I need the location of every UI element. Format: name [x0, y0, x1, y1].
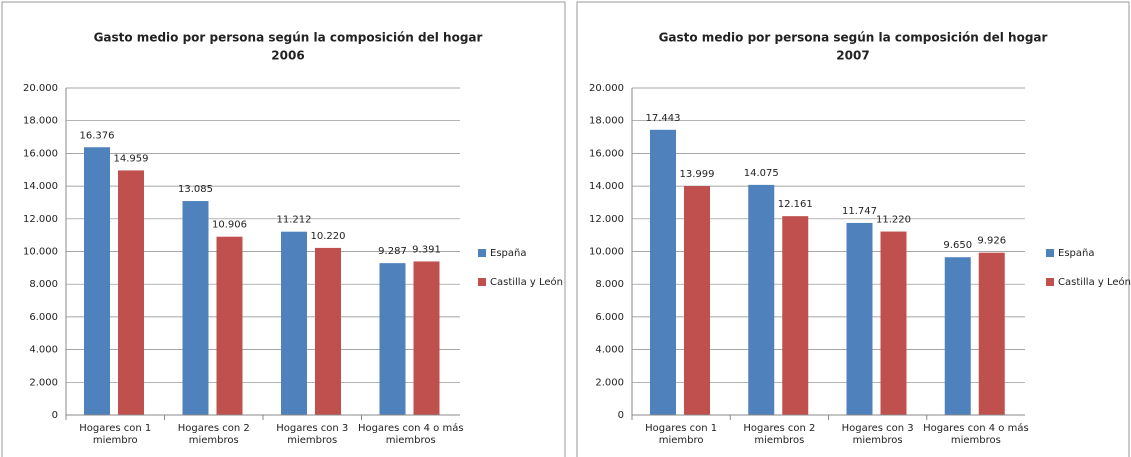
x-tick-label-box: Hogares con 4 o más miembros [923, 423, 1029, 446]
legend-label: España [490, 248, 526, 259]
data-label: 13.999 [680, 169, 715, 180]
x-tick-label: Hogares con 3 miembros [841, 423, 914, 446]
bar [118, 170, 144, 415]
data-label: 9.391 [412, 244, 441, 255]
x-tick-label-box: Hogares con 2 miembros [177, 423, 250, 446]
panel-border [1, 1, 566, 457]
x-tick-label-box: Hogares con 4 o más miembros [357, 423, 464, 446]
bar [684, 186, 710, 415]
x-tick-label-box: Hogares con 1 miembro [79, 423, 152, 446]
data-label: 13.085 [178, 184, 213, 195]
data-label: 11.212 [277, 215, 312, 226]
bar [281, 231, 307, 415]
data-label: 10.220 [311, 231, 346, 242]
legend-swatch [478, 278, 486, 286]
panel-border [576, 1, 1130, 457]
data-label: 10.906 [212, 220, 247, 231]
data-label: 12.161 [778, 199, 813, 210]
bar [944, 257, 971, 415]
data-label: 11.747 [842, 206, 877, 217]
x-tick-label: Hogares con 1 miembro [79, 423, 152, 446]
y-tick-label: 0 [618, 410, 624, 421]
y-tick-label: 12.000 [23, 214, 58, 225]
chart-title: Gasto medio por persona según la composi… [94, 31, 483, 45]
y-tick-label: 16.000 [23, 148, 58, 159]
x-tick-label: Hogares con 1 miembro [645, 423, 718, 446]
y-tick-label: 2.000 [29, 377, 58, 388]
y-tick-label: 14.000 [23, 181, 58, 192]
bar [379, 263, 406, 415]
data-label: 9.926 [977, 236, 1006, 247]
bar [748, 184, 775, 415]
x-tick-label-box: Hogares con 3 miembros [276, 423, 349, 446]
y-tick-label: 4.000 [595, 345, 624, 356]
y-tick-label: 4.000 [29, 345, 58, 356]
chart-subtitle: 2006 [271, 49, 304, 63]
chart-title: Gasto medio por persona según la composi… [659, 31, 1048, 45]
legend-label: Castilla y León [1058, 276, 1131, 288]
data-label: 17.443 [646, 113, 681, 124]
data-label: 16.376 [80, 130, 115, 141]
y-tick-label: 2.000 [595, 377, 624, 388]
x-tick-label-box: Hogares con 3 miembros [841, 423, 914, 446]
y-tick-label: 8.000 [29, 279, 58, 290]
bar [978, 252, 1005, 415]
x-tick-label: Hogares con 2 miembros [177, 423, 250, 446]
bar [216, 236, 243, 415]
y-tick-label: 10.000 [589, 247, 624, 258]
data-label: 14.959 [114, 153, 149, 164]
x-tick-label: Hogares con 2 miembros [743, 423, 816, 446]
y-tick-label: 8.000 [595, 279, 624, 290]
y-tick-label: 6.000 [595, 312, 624, 323]
y-tick-label: 20.000 [23, 83, 58, 94]
x-tick-label: Hogares con 3 miembros [276, 423, 349, 446]
chart-subtitle: 2007 [836, 49, 869, 63]
bar [84, 147, 110, 416]
legend-swatch [478, 249, 486, 257]
y-tick-label: 20.000 [589, 83, 624, 94]
x-tick-label: Hogares con 4 o más miembros [923, 423, 1029, 446]
y-tick-label: 16.000 [589, 148, 624, 159]
data-label: 9.287 [378, 246, 407, 257]
data-label: 11.220 [876, 215, 911, 226]
y-tick-label: 0 [52, 410, 58, 421]
y-tick-label: 6.000 [29, 312, 58, 323]
y-tick-label: 12.000 [589, 214, 624, 225]
bar [650, 129, 676, 415]
legend-swatch [1046, 249, 1054, 257]
legend-label: Castilla y León [490, 276, 563, 288]
data-label: 14.075 [744, 168, 779, 179]
bar [782, 216, 809, 415]
x-tick-label: Hogares con 4 o más miembros [357, 423, 464, 446]
bar [182, 201, 209, 415]
bar [413, 261, 440, 415]
bar [846, 222, 873, 415]
legend-label: España [1058, 248, 1094, 259]
data-label: 9.650 [943, 240, 972, 251]
y-tick-label: 18.000 [589, 116, 624, 127]
bar [315, 247, 341, 415]
bar [880, 231, 907, 415]
legend-swatch [1046, 278, 1054, 286]
x-tick-label-box: Hogares con 2 miembros [743, 423, 816, 446]
y-tick-label: 14.000 [589, 181, 624, 192]
x-tick-label-box: Hogares con 1 miembro [645, 423, 718, 446]
y-tick-label: 10.000 [23, 247, 58, 258]
y-tick-label: 18.000 [23, 116, 58, 127]
